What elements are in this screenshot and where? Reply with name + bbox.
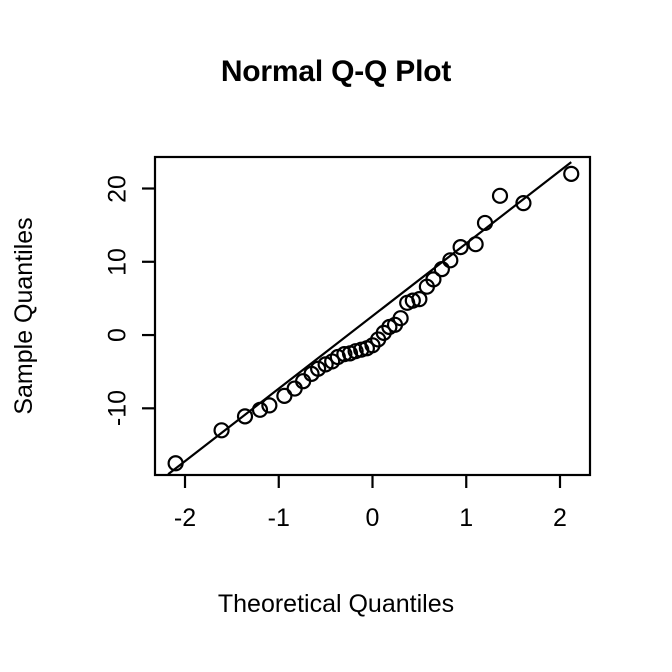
x-tick-label: -1	[267, 504, 290, 532]
x-tick-label: 0	[365, 504, 380, 532]
page-title: Normal Q-Q Plot	[220, 55, 452, 88]
data-point	[411, 291, 428, 308]
data-point-group	[167, 165, 580, 472]
x-axis-label: Theoretical Quantiles	[217, 590, 455, 618]
data-point	[295, 373, 312, 390]
data-point	[563, 165, 580, 182]
data-point	[467, 236, 484, 253]
data-point	[236, 408, 254, 425]
data-point	[286, 380, 303, 397]
x-tick-label: 1	[459, 504, 474, 532]
y-tick-label: 10	[103, 247, 132, 276]
data-point	[251, 401, 269, 418]
reference-line	[167, 161, 572, 476]
data-point	[261, 397, 278, 414]
data-point	[452, 239, 469, 256]
x-tick-label: 2	[553, 504, 567, 532]
data-point	[491, 187, 509, 204]
y-axis-ticks	[142, 187, 155, 410]
data-point	[167, 455, 184, 472]
data-point	[336, 346, 353, 363]
data-point	[515, 195, 532, 212]
qq-reference-line	[167, 161, 572, 476]
y-tick-label: -10	[103, 390, 132, 427]
data-point	[425, 271, 442, 288]
y-tick-label: 20	[103, 174, 132, 203]
x-axis-ticks	[183, 475, 562, 488]
y-tick-label: 0	[103, 328, 132, 342]
data-point	[213, 422, 230, 439]
data-point	[392, 310, 409, 327]
data-point	[404, 292, 421, 309]
data-point	[476, 214, 494, 232]
data-point	[433, 261, 450, 278]
data-point	[442, 252, 459, 269]
x-tick-label: -2	[173, 504, 197, 532]
